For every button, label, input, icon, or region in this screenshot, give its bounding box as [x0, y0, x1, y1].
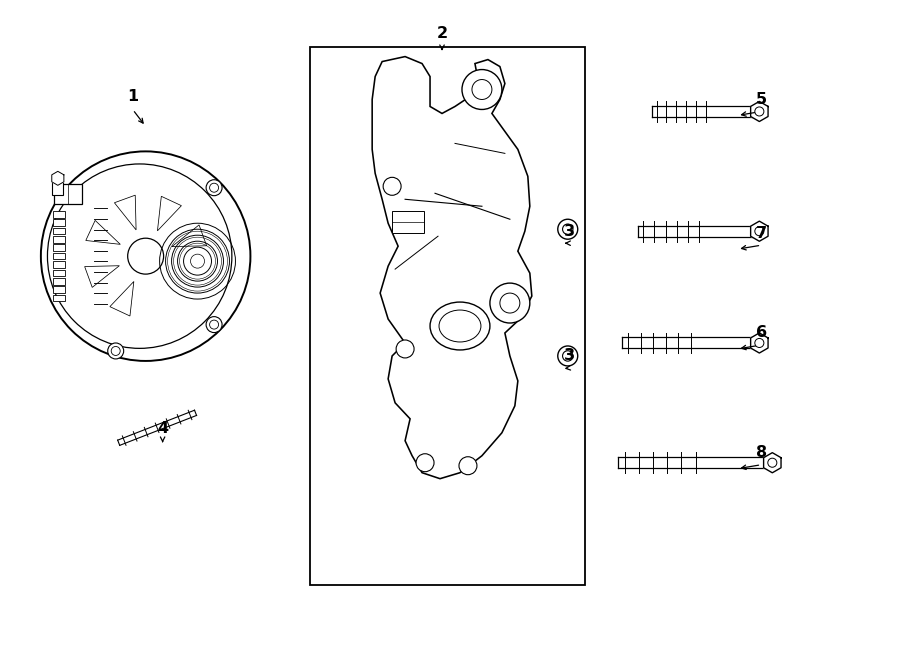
FancyBboxPatch shape: [53, 245, 65, 251]
Circle shape: [755, 338, 764, 348]
Circle shape: [383, 177, 401, 195]
Polygon shape: [751, 333, 768, 353]
Circle shape: [40, 151, 250, 361]
Bar: [392, 212, 424, 233]
Text: 2: 2: [436, 26, 447, 41]
Polygon shape: [52, 171, 64, 185]
Circle shape: [459, 457, 477, 475]
FancyBboxPatch shape: [53, 228, 65, 234]
Polygon shape: [751, 101, 768, 122]
Polygon shape: [763, 453, 781, 473]
Bar: [52, 181, 63, 195]
Circle shape: [206, 180, 222, 196]
FancyBboxPatch shape: [53, 236, 65, 243]
Text: 4: 4: [157, 421, 168, 436]
Circle shape: [558, 346, 578, 366]
Bar: [310, 46, 585, 586]
Text: 3: 3: [564, 223, 575, 239]
Circle shape: [490, 283, 530, 323]
Circle shape: [396, 340, 414, 358]
Text: 5: 5: [756, 92, 767, 107]
Text: 7: 7: [756, 225, 767, 241]
Text: 8: 8: [756, 446, 767, 460]
Text: 1: 1: [127, 89, 139, 104]
Circle shape: [768, 458, 777, 467]
FancyBboxPatch shape: [53, 211, 65, 217]
Bar: [54, 184, 82, 204]
FancyBboxPatch shape: [53, 219, 65, 226]
Circle shape: [755, 107, 764, 116]
Text: 6: 6: [756, 325, 767, 340]
Circle shape: [128, 238, 164, 274]
Circle shape: [558, 219, 578, 239]
FancyBboxPatch shape: [53, 286, 65, 293]
Circle shape: [755, 227, 764, 236]
FancyBboxPatch shape: [53, 295, 65, 301]
Circle shape: [108, 343, 123, 359]
Circle shape: [462, 69, 502, 110]
FancyBboxPatch shape: [53, 270, 65, 276]
Circle shape: [206, 317, 222, 332]
Ellipse shape: [430, 302, 490, 350]
Polygon shape: [751, 221, 768, 241]
Polygon shape: [373, 57, 532, 479]
Circle shape: [416, 453, 434, 472]
FancyBboxPatch shape: [53, 261, 65, 268]
FancyBboxPatch shape: [53, 278, 65, 285]
FancyBboxPatch shape: [53, 253, 65, 260]
Text: 3: 3: [564, 348, 575, 364]
